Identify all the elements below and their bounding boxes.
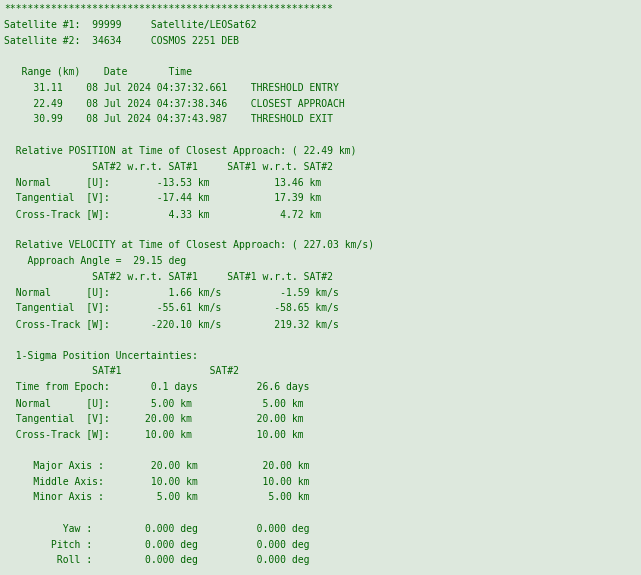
Text: Cross-Track [W]:      10.00 km           10.00 km: Cross-Track [W]: 10.00 km 10.00 km bbox=[4, 430, 304, 439]
Text: Relative POSITION at Time of Closest Approach: ( 22.49 km): Relative POSITION at Time of Closest App… bbox=[4, 146, 356, 156]
Text: Range (km)    Date       Time: Range (km) Date Time bbox=[4, 67, 192, 77]
Text: 1-Sigma Position Uncertainties:: 1-Sigma Position Uncertainties: bbox=[4, 351, 198, 361]
Text: Yaw :         0.000 deg          0.000 deg: Yaw : 0.000 deg 0.000 deg bbox=[4, 524, 310, 534]
Text: Pitch :         0.000 deg          0.000 deg: Pitch : 0.000 deg 0.000 deg bbox=[4, 539, 310, 550]
Text: Cross-Track [W]:          4.33 km            4.72 km: Cross-Track [W]: 4.33 km 4.72 km bbox=[4, 209, 321, 219]
Text: SAT#2 w.r.t. SAT#1     SAT#1 w.r.t. SAT#2: SAT#2 w.r.t. SAT#1 SAT#1 w.r.t. SAT#2 bbox=[4, 162, 333, 171]
Text: Cross-Track [W]:       -220.10 km/s         219.32 km/s: Cross-Track [W]: -220.10 km/s 219.32 km/… bbox=[4, 319, 339, 329]
Text: Relative VELOCITY at Time of Closest Approach: ( 227.03 km/s): Relative VELOCITY at Time of Closest App… bbox=[4, 240, 374, 250]
Text: Middle Axis:        10.00 km           10.00 km: Middle Axis: 10.00 km 10.00 km bbox=[4, 477, 310, 486]
Text: Normal      [U]:       5.00 km            5.00 km: Normal [U]: 5.00 km 5.00 km bbox=[4, 398, 304, 408]
Text: Tangential  [V]:      20.00 km           20.00 km: Tangential [V]: 20.00 km 20.00 km bbox=[4, 413, 304, 424]
Text: SAT#2 w.r.t. SAT#1     SAT#1 w.r.t. SAT#2: SAT#2 w.r.t. SAT#1 SAT#1 w.r.t. SAT#2 bbox=[4, 272, 333, 282]
Text: 22.49    08 Jul 2024 04:37:38.346    CLOSEST APPROACH: 22.49 08 Jul 2024 04:37:38.346 CLOSEST A… bbox=[4, 98, 345, 109]
Text: Satellite #2:  34634     COSMOS 2251 DEB: Satellite #2: 34634 COSMOS 2251 DEB bbox=[4, 36, 239, 45]
Text: Minor Axis :         5.00 km            5.00 km: Minor Axis : 5.00 km 5.00 km bbox=[4, 492, 310, 503]
Text: Tangential  [V]:        -17.44 km           17.39 km: Tangential [V]: -17.44 km 17.39 km bbox=[4, 193, 321, 203]
Text: 30.99    08 Jul 2024 04:37:43.987    THRESHOLD EXIT: 30.99 08 Jul 2024 04:37:43.987 THRESHOLD… bbox=[4, 114, 333, 124]
Text: Normal      [U]:          1.66 km/s          -1.59 km/s: Normal [U]: 1.66 km/s -1.59 km/s bbox=[4, 288, 339, 297]
Text: Major Axis :        20.00 km           20.00 km: Major Axis : 20.00 km 20.00 km bbox=[4, 461, 310, 471]
Text: Normal      [U]:        -13.53 km           13.46 km: Normal [U]: -13.53 km 13.46 km bbox=[4, 177, 321, 187]
Text: Tangential  [V]:        -55.61 km/s         -58.65 km/s: Tangential [V]: -55.61 km/s -58.65 km/s bbox=[4, 304, 339, 313]
Text: Time from Epoch:       0.1 days          26.6 days: Time from Epoch: 0.1 days 26.6 days bbox=[4, 382, 310, 392]
Text: Satellite #1:  99999     Satellite/LEOSat62: Satellite #1: 99999 Satellite/LEOSat62 bbox=[4, 20, 256, 30]
Text: Approach Angle =  29.15 deg: Approach Angle = 29.15 deg bbox=[4, 256, 186, 266]
Text: SAT#1               SAT#2: SAT#1 SAT#2 bbox=[4, 366, 239, 376]
Text: ********************************************************: ****************************************… bbox=[4, 4, 333, 14]
Text: Roll :         0.000 deg          0.000 deg: Roll : 0.000 deg 0.000 deg bbox=[4, 555, 310, 565]
Text: 31.11    08 Jul 2024 04:37:32.661    THRESHOLD ENTRY: 31.11 08 Jul 2024 04:37:32.661 THRESHOLD… bbox=[4, 83, 339, 93]
